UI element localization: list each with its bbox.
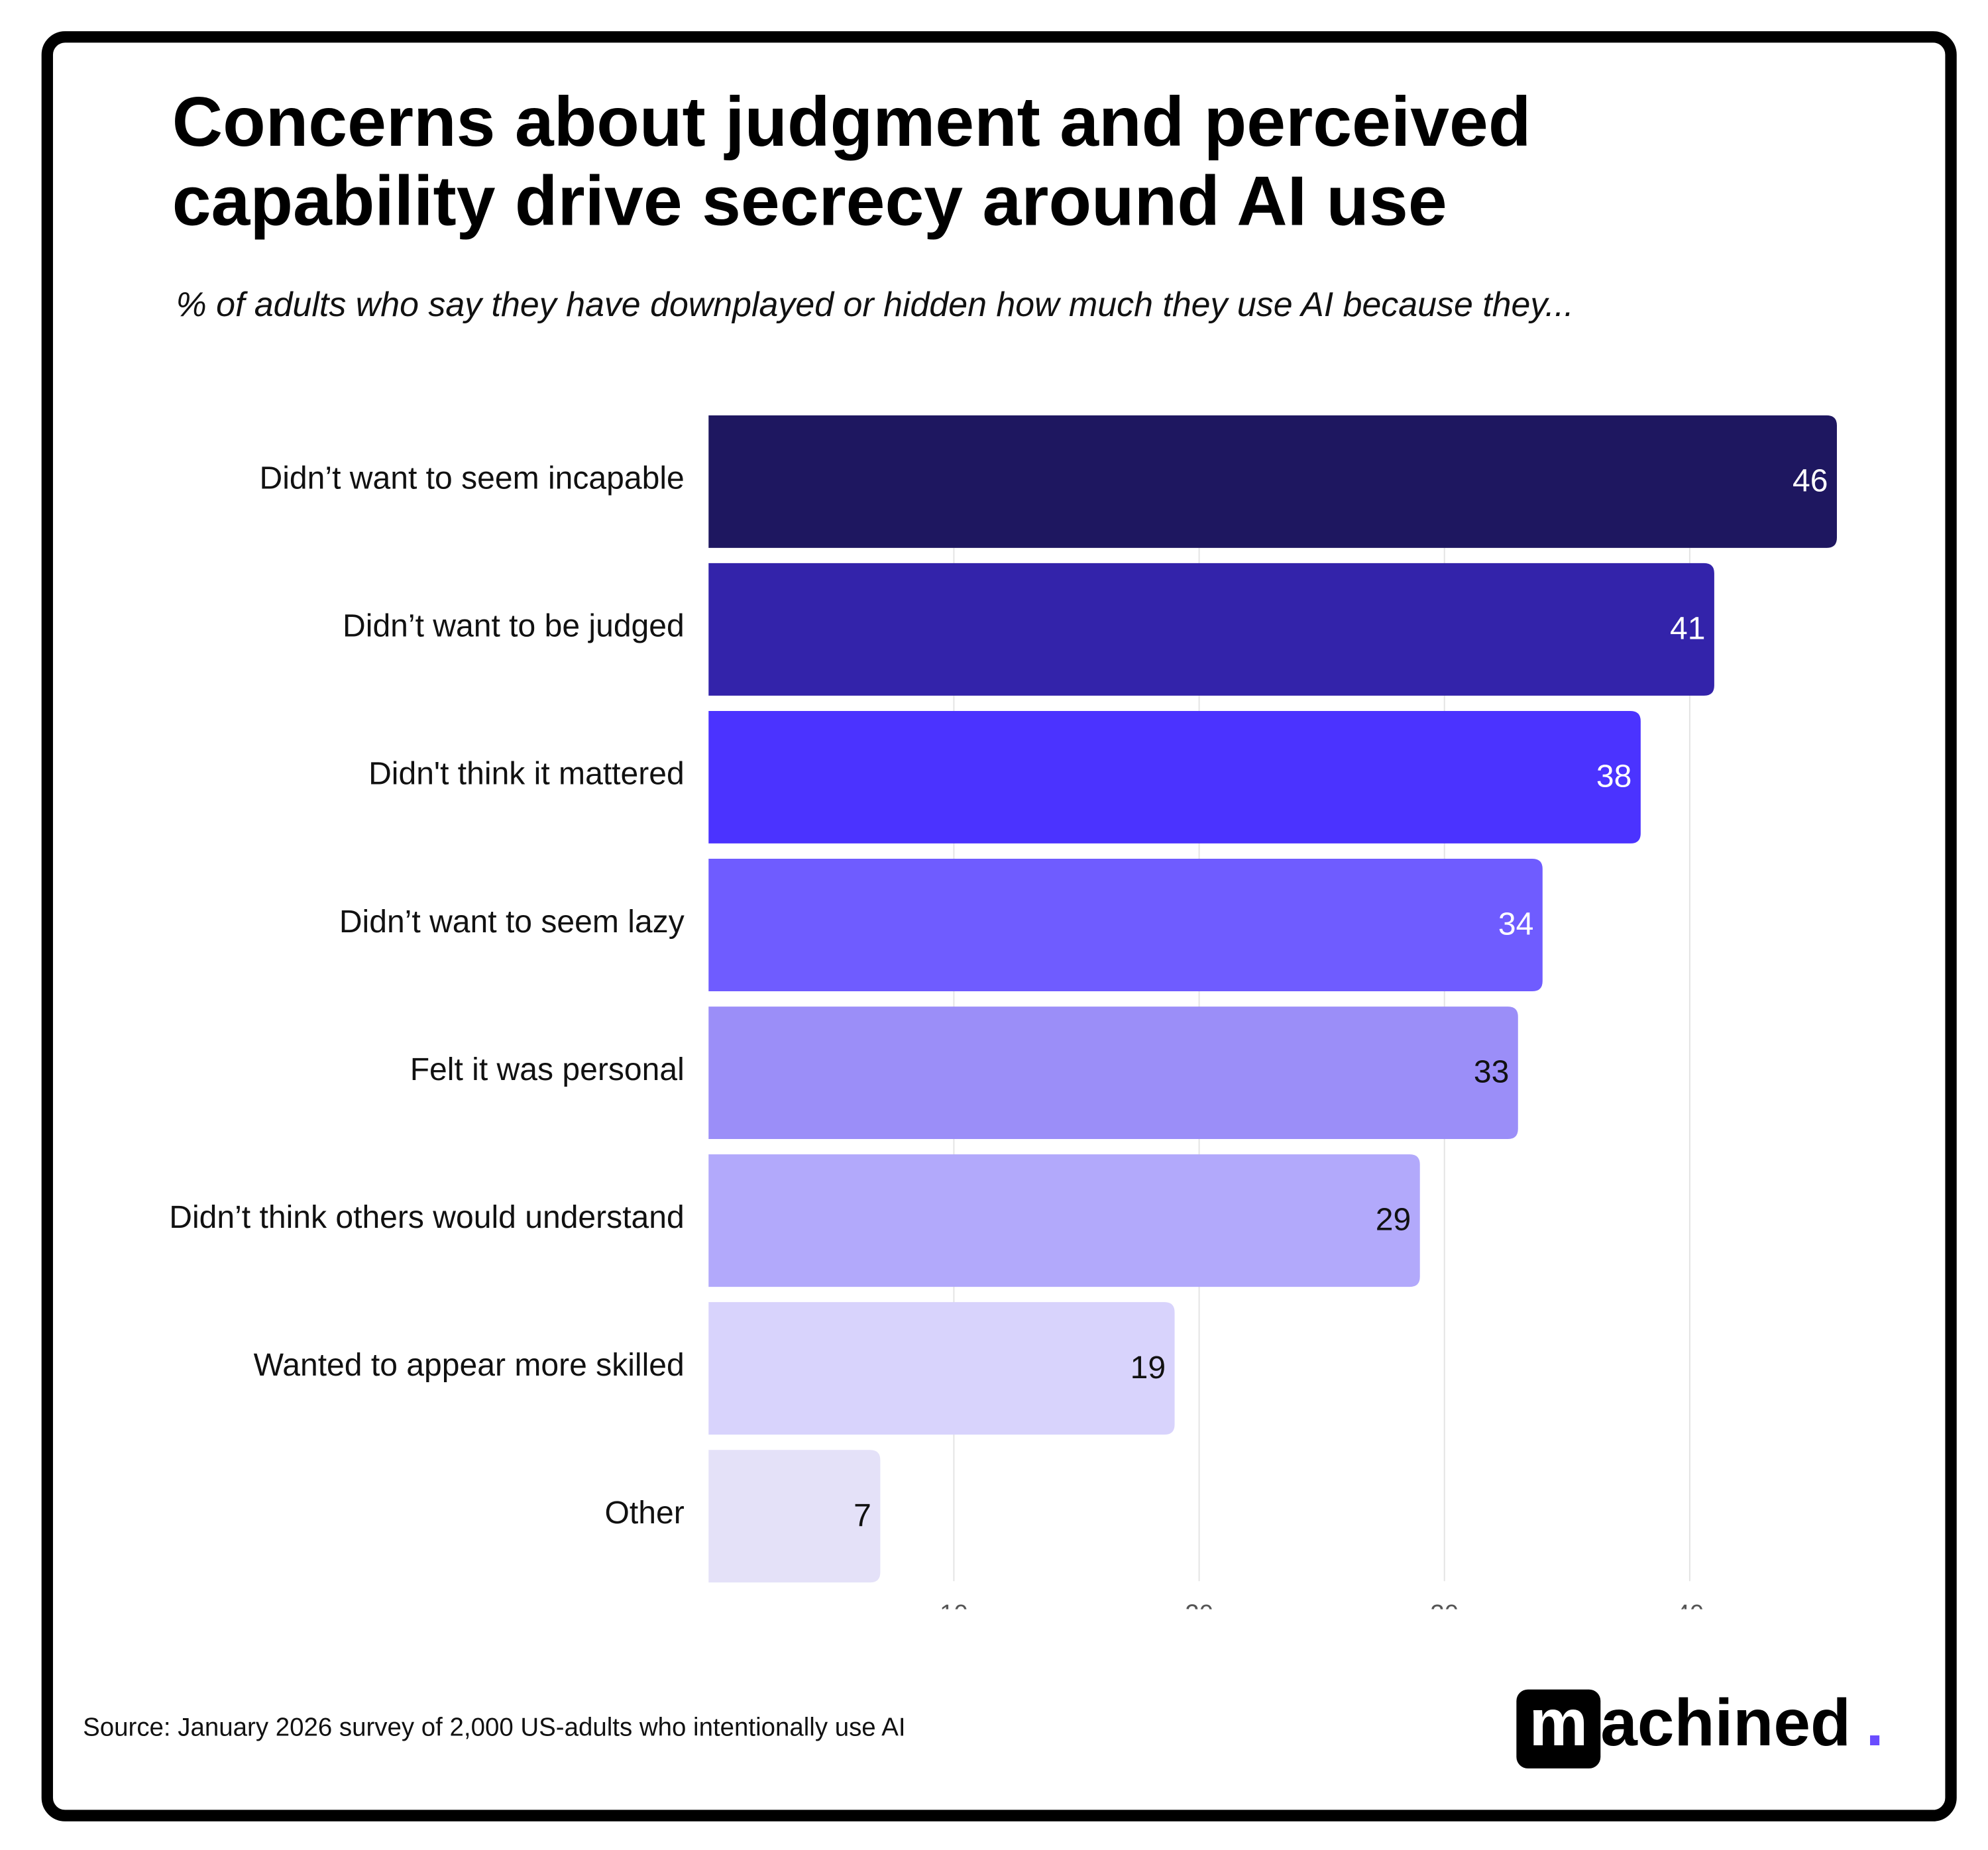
category-label: Didn’t want to be judged [343, 608, 685, 644]
value-label: 46 [1793, 462, 1828, 498]
category-label: Didn’t want to seem incapable [260, 461, 685, 496]
category-label: Didn’t want to seem lazy [339, 904, 685, 940]
bar [708, 415, 1837, 548]
value-label: 7 [854, 1497, 871, 1533]
category-label: Other [605, 1495, 685, 1531]
logo-letter: m [1529, 1686, 1588, 1760]
category-label: Wanted to appear more skilled [254, 1347, 685, 1383]
category-label: Felt it was personal [410, 1052, 685, 1087]
value-label: 41 [1670, 611, 1705, 647]
bar [708, 859, 1543, 991]
chart-title: Concerns about judgment and perceived [172, 83, 1531, 161]
value-label: 19 [1131, 1350, 1166, 1386]
source: Source: January 2026 survey of 2,000 US-… [83, 1713, 905, 1741]
bar [708, 1007, 1518, 1140]
logo: m achined . [1516, 1686, 1884, 1768]
x-tick-label: 30 [1430, 1600, 1459, 1628]
value-label: 34 [1498, 906, 1533, 942]
category-label: Didn’t think others would understand [169, 1199, 684, 1235]
x-tick-label: 20 [1185, 1600, 1213, 1628]
bar [708, 710, 1641, 843]
x-tick-label: 40 [1676, 1600, 1704, 1628]
logo-box [1516, 1689, 1601, 1768]
x-axis: 10 20 30 40 [940, 1600, 1704, 1628]
bar [708, 563, 1714, 696]
bar [708, 1302, 1175, 1435]
chart-title: capability drive secrecy around AI use [172, 162, 1447, 240]
value-label: 38 [1596, 759, 1631, 794]
logo-dot: . [1865, 1686, 1884, 1760]
category-label: Didn't think it mattered [368, 756, 685, 792]
chart-subtitle: % of adults who say they have downplayed… [176, 286, 1574, 324]
value-label: 29 [1376, 1202, 1411, 1238]
x-tick-label: 10 [940, 1600, 968, 1628]
bar [708, 1450, 881, 1583]
value-label: 33 [1474, 1054, 1509, 1090]
bar [708, 1154, 1420, 1287]
logo-text: achined [1600, 1686, 1851, 1760]
bars: Didn’t want to seem incapable 46 Didn’t wa… [169, 415, 1837, 1583]
